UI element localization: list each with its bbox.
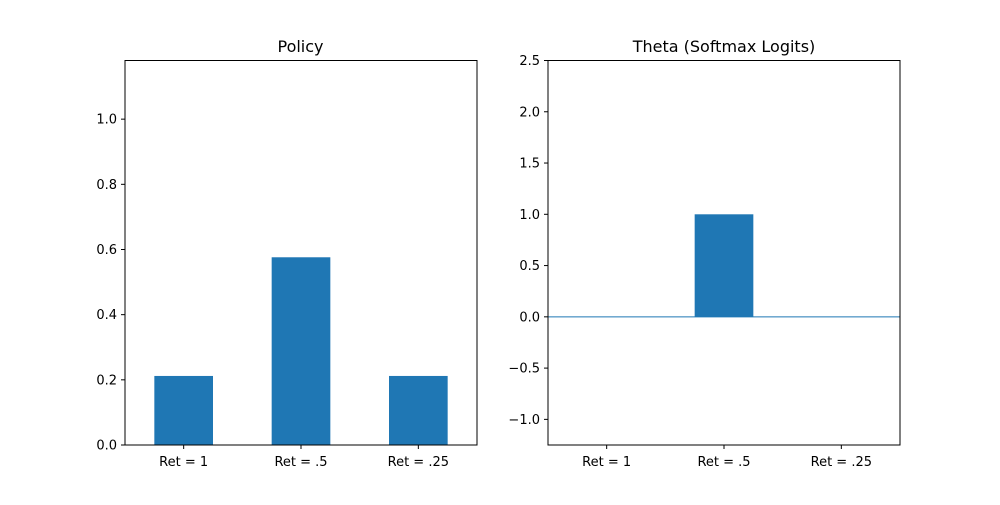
y-tick-label: 2.0 <box>519 105 540 120</box>
y-axis: 0.0 0.2 0.4 0.6 0.8 1.0 <box>96 113 125 454</box>
y-tick-label: 0.2 <box>96 373 117 388</box>
theta-chart: Theta (Softmax Logits) −1.0 −0.5 0.0 0.5 1.0… <box>508 37 901 470</box>
y-tick-label: 0.5 <box>519 259 540 274</box>
y-tick-label: 0.8 <box>96 178 117 193</box>
y-tick-label: 0.4 <box>96 308 117 323</box>
x-axis: Ret = 1 Ret = .5 Ret = .25 <box>159 445 449 470</box>
x-tick-label: Ret = .25 <box>811 455 872 470</box>
x-tick-label: Ret = .25 <box>388 455 449 470</box>
bar-3 <box>389 375 448 445</box>
bar-1 <box>154 375 213 445</box>
bar-group <box>694 214 754 317</box>
chart-title: Theta (Softmax Logits) <box>632 37 816 56</box>
x-tick-label: Ret = .5 <box>274 455 327 470</box>
x-tick-label: Ret = 1 <box>159 455 208 470</box>
y-tick-label: 2.5 <box>519 54 540 69</box>
bar-2 <box>271 257 331 445</box>
bar-2 <box>694 214 754 317</box>
y-tick-label: −0.5 <box>508 362 540 377</box>
policy-chart: Policy 0.0 0.2 0.4 0.6 0.8 1.0 Ret = 1 Ret = .… <box>96 37 478 470</box>
y-tick-label: 1.0 <box>519 208 540 223</box>
y-axis: −1.0 −0.5 0.0 0.5 1.0 1.5 2.0 2.5 <box>508 54 548 428</box>
y-tick-label: 0.0 <box>519 310 540 325</box>
y-tick-label: 1.0 <box>96 113 117 128</box>
y-tick-label: 0.0 <box>96 439 117 454</box>
bar-group <box>154 257 448 445</box>
x-tick-label: Ret = 1 <box>582 455 631 470</box>
x-tick-label: Ret = .5 <box>697 455 750 470</box>
y-tick-label: −1.0 <box>508 413 540 428</box>
chart-title: Policy <box>277 37 323 56</box>
y-tick-label: 1.5 <box>519 157 540 172</box>
x-axis: Ret = 1 Ret = .5 Ret = .25 <box>582 445 872 470</box>
y-tick-label: 0.6 <box>96 243 117 258</box>
